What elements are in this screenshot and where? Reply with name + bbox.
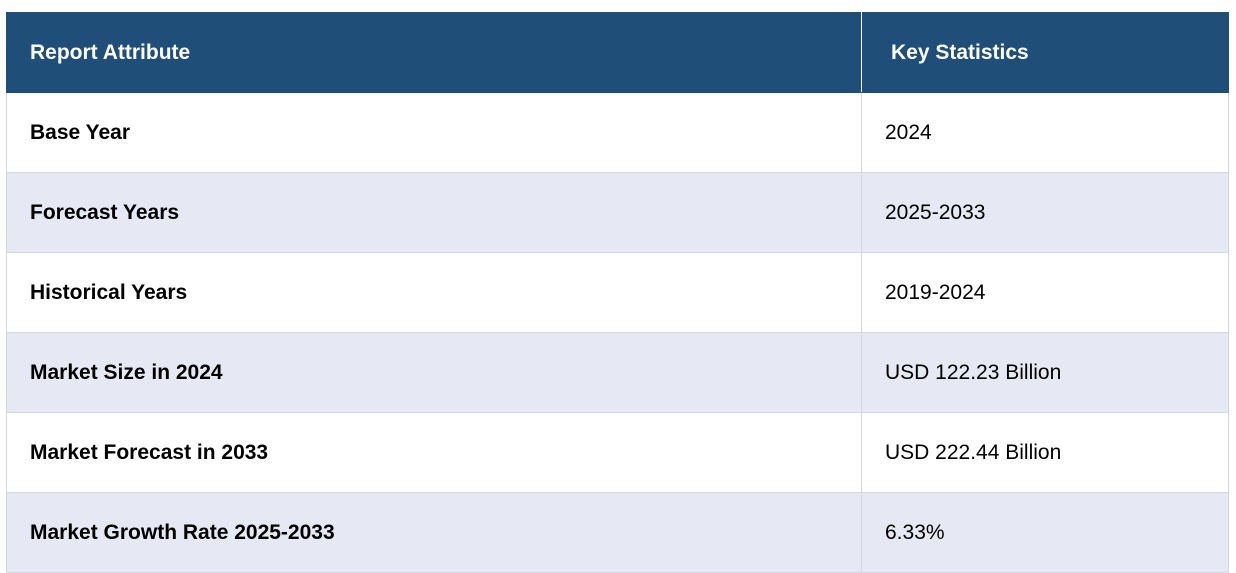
row-attribute: Historical Years (6, 252, 862, 333)
row-value: 6.33% (861, 492, 1229, 573)
table-row: Historical Years 2019-2024 (6, 252, 1229, 333)
header-report-attribute: Report Attribute (6, 12, 862, 93)
row-value: USD 222.44 Billion (861, 412, 1229, 493)
row-value: USD 122.23 Billion (861, 332, 1229, 413)
row-attribute: Market Forecast in 2033 (6, 412, 862, 493)
row-attribute: Market Size in 2024 (6, 332, 862, 413)
header-row: Report Attribute Key Statistics (6, 12, 1229, 93)
table-row: Market Size in 2024 USD 122.23 Billion (6, 332, 1229, 413)
row-attribute: Base Year (6, 92, 862, 173)
table-row: Base Year 2024 (6, 92, 1229, 173)
row-value: 2025-2033 (861, 172, 1229, 253)
header-key-statistics: Key Statistics (861, 12, 1229, 93)
report-statistics-table: Report Attribute Key Statistics Base Yea… (6, 12, 1229, 573)
table-row: Forecast Years 2025-2033 (6, 172, 1229, 253)
row-attribute: Market Growth Rate 2025-2033 (6, 492, 862, 573)
row-attribute: Forecast Years (6, 172, 862, 253)
row-value: 2019-2024 (861, 252, 1229, 333)
table-body: Base Year 2024 Forecast Years 2025-2033 … (6, 92, 1229, 573)
table-row: Market Forecast in 2033 USD 222.44 Billi… (6, 412, 1229, 493)
table-row: Market Growth Rate 2025-2033 6.33% (6, 492, 1229, 573)
table-header: Report Attribute Key Statistics (6, 12, 1229, 93)
row-value: 2024 (861, 92, 1229, 173)
report-statistics-table-container: Report Attribute Key Statistics Base Yea… (6, 12, 1229, 573)
